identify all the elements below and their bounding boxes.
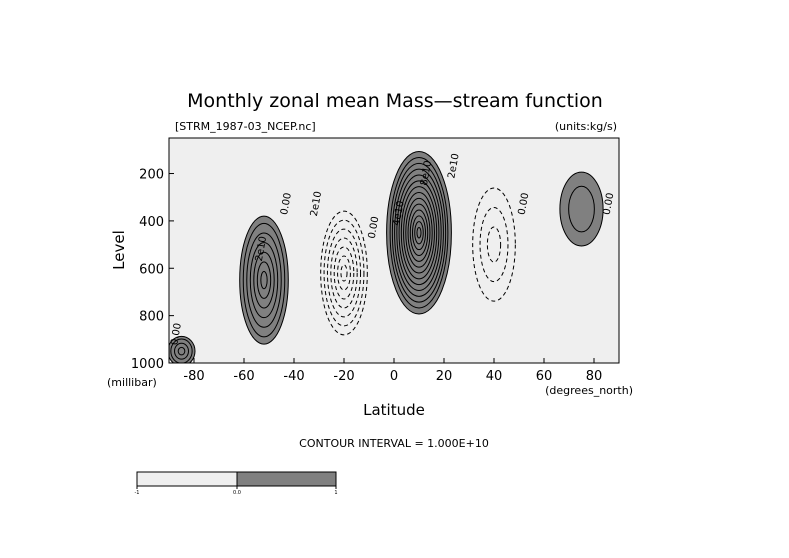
northern-hadley-cell-contour [403, 191, 435, 274]
southern-polar-cell-contour [170, 338, 193, 363]
southern-ferrel-cell-contour [249, 242, 279, 319]
northern-hadley-cell-contour [389, 156, 449, 309]
northern-hadley-cell-fill [386, 150, 452, 315]
northern-hadley-cell-contour [412, 215, 426, 251]
contour-labels: 2e10 0.00 2e10 0.00 4e10 8e10 2e10 0.00 0.00 0.00 [169, 153, 616, 346]
contour-label: 8e10 [419, 160, 434, 187]
southern-ferrel-cell-contour [246, 232, 282, 328]
x-units-label: (degrees_north) [545, 384, 633, 397]
southern-polar-cell-contour [177, 346, 186, 356]
contour-label: 0.00 [279, 192, 294, 216]
northern-hadley-cell-contour [398, 180, 440, 286]
northern-hadley-cell-contour [409, 209, 429, 256]
y-tick-label: 200 [139, 168, 164, 183]
contour-label: 4e10 [391, 200, 406, 227]
x-tick-label: 60 [536, 369, 553, 384]
contour-label: 0.00 [169, 322, 184, 346]
y-tick-label: 400 [139, 215, 164, 230]
southern-hadley-cell-contour [340, 264, 348, 282]
southern-ferrel-cell-contour [253, 251, 275, 309]
x-tick-label: -80 [183, 369, 204, 384]
x-tick-label: 80 [586, 369, 603, 384]
colorbar-label: -1 [135, 490, 140, 496]
northern-ferrel-cell-contour [479, 207, 509, 283]
colorbar-negative-swatch [136, 471, 238, 487]
y-tick-label: 1000 [131, 357, 164, 372]
colorbar: -1 0.0 1 [135, 471, 338, 496]
southern-hadley-cell-contour [326, 228, 362, 318]
northern-ferrel-cell [472, 187, 516, 302]
colorbar-label: 1 [334, 490, 337, 496]
y-axis-title: Level [110, 230, 128, 270]
contour-label: 0.00 [517, 192, 532, 216]
southern-hadley-cell-contour [337, 255, 351, 291]
northern-polar-cell [559, 171, 604, 247]
southern-hadley-cell [320, 210, 368, 336]
chart-title: Monthly zonal mean Mass—stream function [187, 90, 603, 112]
contour-label: 0.00 [367, 216, 382, 240]
x-tick-label: 40 [486, 369, 503, 384]
northern-hadley-cell-contour [396, 174, 442, 291]
northern-ferrel-cell-contour [472, 187, 516, 302]
x-tick-label: -40 [283, 369, 304, 384]
southern-hadley-cell-contour [333, 246, 355, 300]
circulation-cells [169, 150, 604, 363]
northern-hadley-cell-contour [416, 226, 422, 239]
contour-label: 0.00 [602, 192, 617, 216]
northern-hadley-cell-contour [414, 221, 424, 245]
y-tick-label: 600 [139, 262, 164, 277]
southern-hadley-cell-contour [320, 210, 368, 336]
southern-polar-cell-contour [174, 342, 189, 360]
northern-hadley-cell-contour [405, 197, 433, 268]
northern-ferrel-cell-contour [486, 226, 502, 263]
northern-polar-cell-fill [559, 171, 604, 247]
southern-polar-cell-fill [169, 335, 196, 363]
x-tick-label: -60 [233, 369, 254, 384]
colorbar-label: 0.0 [233, 490, 241, 496]
x-tick-label: -20 [333, 369, 354, 384]
northern-hadley-cell-contour [394, 168, 444, 297]
southern-hadley-cell-contour [323, 219, 365, 327]
northern-polar-cell-contour [568, 185, 595, 233]
southern-ferrel-cell-contour [256, 261, 272, 299]
southern-polar-cell [169, 335, 196, 363]
x-axis-title: Latitude [363, 401, 425, 419]
northern-hadley-cell-contour [400, 186, 438, 280]
contour-interval-text: CONTOUR INTERVAL = 1.000E+10 [299, 437, 489, 450]
northern-hadley-cell [386, 150, 452, 315]
contour-label: 2e10 [446, 153, 461, 180]
southern-ferrel-cell [239, 215, 289, 345]
contour-label: 2e10 [254, 235, 269, 262]
colorbar-positive-swatch [236, 471, 337, 487]
units-label: (units:kg/s) [555, 120, 617, 133]
file-label: [STRM_1987-03_NCEP.nc] [175, 120, 316, 133]
northern-hadley-cell-contour [391, 162, 447, 303]
southern-ferrel-cell-contour [260, 270, 268, 290]
y-units-label: (millibar) [107, 376, 157, 389]
x-axis: -80 -60 -40 -20 0 20 40 60 80 [183, 358, 602, 384]
x-tick-label: 0 [390, 369, 398, 384]
plot-area: 2e10 0.00 2e10 0.00 4e10 8e10 2e10 0.00 0.00 0.00 [168, 137, 620, 364]
northern-hadley-cell-contour [407, 203, 431, 262]
x-tick-label: 20 [436, 369, 453, 384]
contour-label: 2e10 [309, 190, 324, 217]
y-axis: 1000 800 600 400 200 [131, 168, 174, 372]
southern-hadley-cell-contour [330, 237, 358, 309]
y-tick-label: 800 [139, 310, 164, 325]
southern-ferrel-cell-contour [242, 222, 286, 338]
